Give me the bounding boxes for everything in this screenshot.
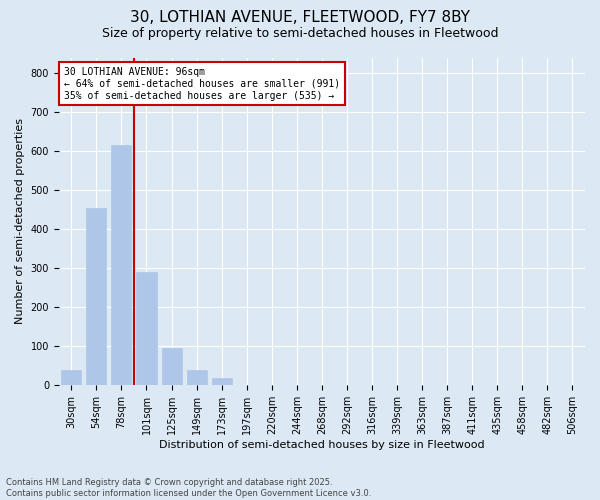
Y-axis label: Number of semi-detached properties: Number of semi-detached properties — [15, 118, 25, 324]
Bar — [112, 146, 131, 386]
Text: Contains HM Land Registry data © Crown copyright and database right 2025.
Contai: Contains HM Land Registry data © Crown c… — [6, 478, 371, 498]
Text: 30 LOTHIAN AVENUE: 96sqm
← 64% of semi-detached houses are smaller (991)
35% of : 30 LOTHIAN AVENUE: 96sqm ← 64% of semi-d… — [64, 68, 340, 100]
Bar — [86, 208, 106, 386]
Bar — [136, 272, 157, 386]
Text: 30, LOTHIAN AVENUE, FLEETWOOD, FY7 8BY: 30, LOTHIAN AVENUE, FLEETWOOD, FY7 8BY — [130, 10, 470, 25]
Bar — [61, 370, 82, 386]
Text: Size of property relative to semi-detached houses in Fleetwood: Size of property relative to semi-detach… — [102, 28, 498, 40]
Bar — [187, 370, 206, 386]
X-axis label: Distribution of semi-detached houses by size in Fleetwood: Distribution of semi-detached houses by … — [159, 440, 485, 450]
Bar — [212, 378, 232, 386]
Bar — [161, 348, 182, 386]
